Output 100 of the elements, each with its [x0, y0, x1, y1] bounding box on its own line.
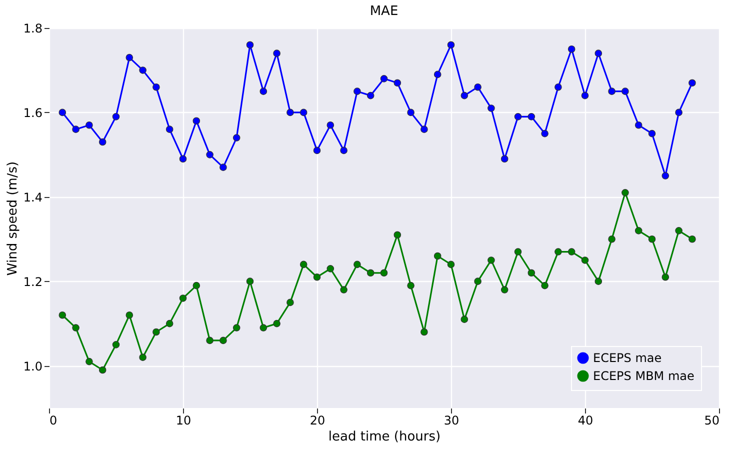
point	[568, 45, 576, 53]
point	[340, 286, 348, 294]
point	[192, 117, 200, 125]
point	[126, 54, 134, 62]
point	[675, 227, 682, 234]
x-axis-title: lead time (hours)	[328, 430, 441, 444]
point	[286, 108, 294, 116]
point	[541, 282, 548, 290]
point	[58, 311, 66, 319]
point	[528, 113, 536, 120]
point	[340, 146, 348, 154]
point	[688, 235, 696, 243]
x-tick-label: 0	[50, 414, 58, 428]
point	[326, 121, 334, 129]
point	[500, 155, 508, 163]
point	[488, 104, 495, 112]
point	[86, 121, 93, 129]
point	[460, 316, 468, 323]
point	[622, 189, 629, 196]
point	[286, 298, 294, 306]
y-tick-label: 1.6	[23, 106, 42, 120]
point	[72, 126, 80, 133]
point	[354, 260, 361, 268]
point	[434, 252, 442, 260]
point	[192, 282, 200, 290]
point	[112, 113, 120, 120]
point	[179, 294, 187, 302]
point	[474, 278, 482, 285]
point	[58, 108, 66, 116]
legend-label: ECEPS MBM mae	[593, 369, 694, 383]
point	[581, 92, 589, 100]
point	[594, 50, 602, 57]
point	[514, 248, 522, 256]
point	[220, 164, 227, 171]
point	[166, 126, 174, 133]
point	[394, 79, 402, 87]
point	[166, 320, 174, 328]
point	[326, 265, 334, 272]
point	[474, 83, 482, 91]
point	[460, 92, 468, 100]
point	[500, 286, 508, 294]
point	[608, 88, 616, 95]
point	[554, 248, 562, 256]
y-axis-title: Wind speed (m/s)	[5, 161, 20, 276]
point	[420, 126, 428, 133]
point	[554, 83, 562, 91]
point	[622, 88, 629, 95]
point	[608, 235, 616, 243]
point	[634, 227, 642, 234]
point	[568, 248, 576, 256]
point	[675, 108, 682, 116]
point	[380, 75, 388, 82]
x-tick-label: 50	[704, 414, 720, 428]
point	[662, 172, 670, 180]
legend-label: ECEPS mae	[593, 351, 662, 365]
point	[179, 155, 187, 163]
point	[313, 273, 321, 281]
point	[300, 260, 308, 268]
point	[206, 151, 214, 158]
point	[380, 269, 388, 277]
point	[407, 282, 414, 290]
y-tick-label: 1.2	[23, 274, 42, 289]
point	[407, 108, 414, 116]
point	[354, 88, 361, 95]
point	[366, 92, 374, 100]
y-tick-label: 1.8	[23, 22, 42, 36]
point	[260, 324, 268, 332]
point	[98, 138, 106, 146]
point	[300, 108, 308, 116]
point	[232, 134, 240, 142]
point	[394, 231, 402, 239]
point	[139, 354, 146, 361]
point	[594, 278, 602, 285]
point	[662, 273, 670, 281]
point	[688, 79, 696, 87]
x-tick-label: 20	[310, 414, 326, 428]
chart-title: MAE	[370, 4, 398, 19]
point	[541, 130, 548, 138]
point	[220, 336, 227, 344]
point	[648, 130, 656, 138]
point	[232, 324, 240, 332]
point	[434, 70, 442, 78]
point	[514, 113, 522, 120]
point	[246, 41, 254, 49]
point	[139, 66, 146, 74]
point	[260, 88, 268, 95]
point	[152, 328, 160, 336]
point	[366, 269, 374, 277]
y-tick-label: 1.4	[23, 190, 42, 204]
point	[98, 366, 106, 374]
point	[246, 278, 254, 285]
point	[273, 320, 280, 328]
point	[488, 256, 495, 264]
point	[126, 311, 134, 319]
point	[112, 341, 120, 348]
point	[447, 260, 455, 268]
point	[313, 146, 321, 154]
x-tick-label: 30	[444, 414, 460, 428]
y-tick-label: 1.0	[23, 359, 42, 374]
point	[634, 121, 642, 129]
